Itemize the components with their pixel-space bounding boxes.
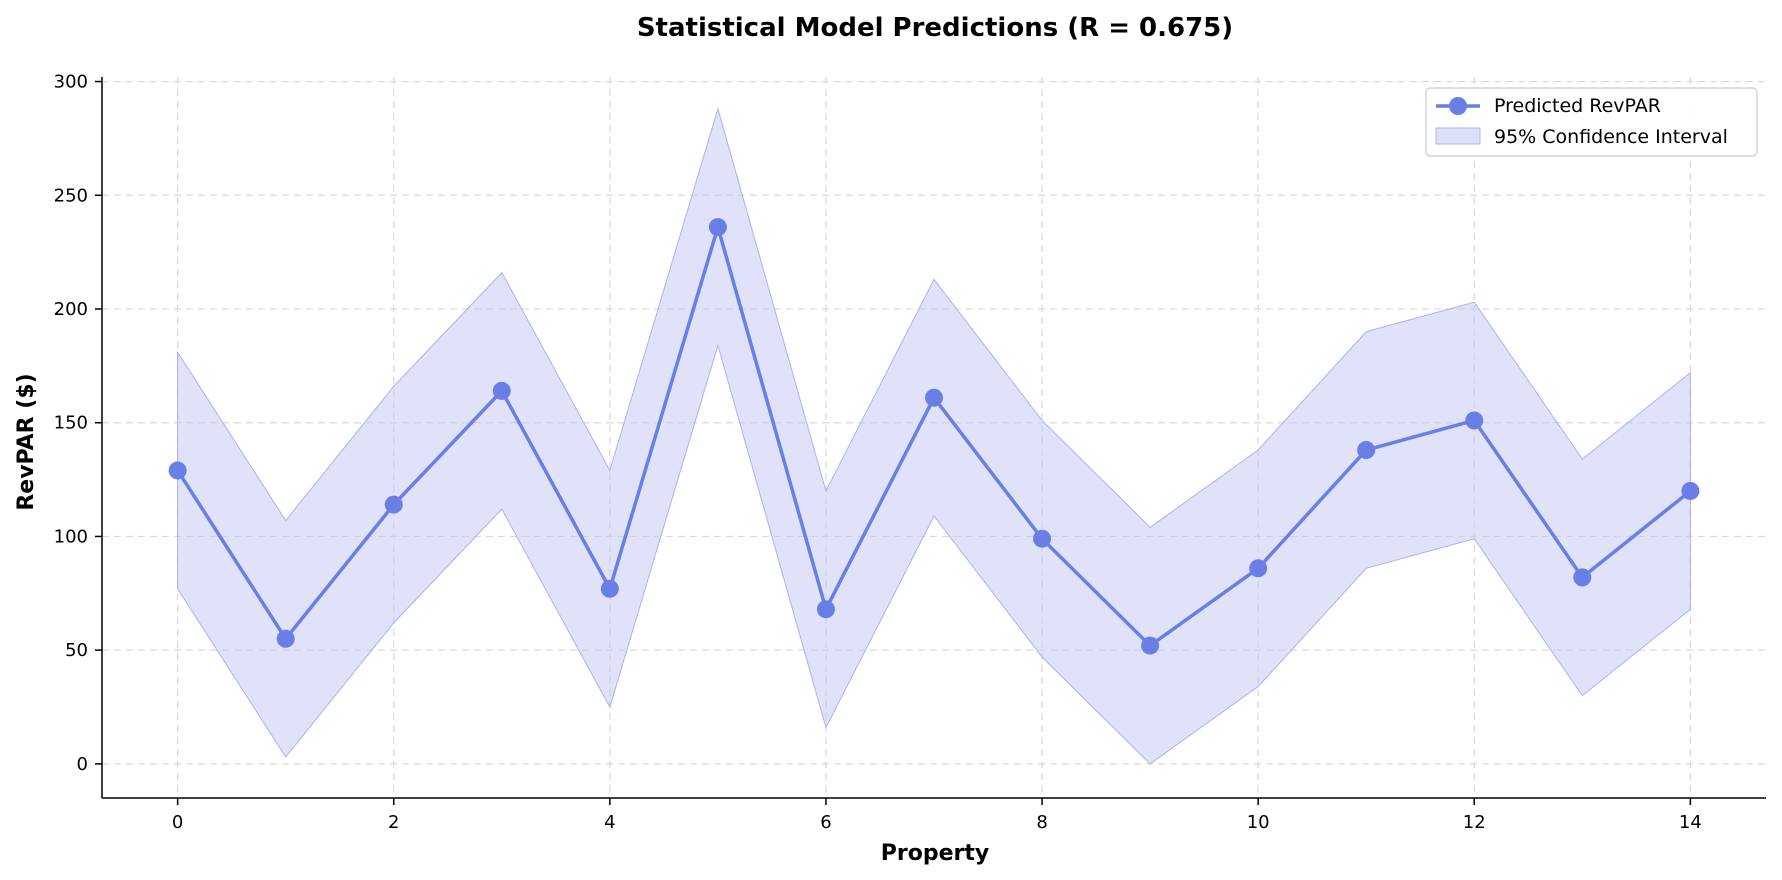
data-point-8	[1033, 529, 1052, 548]
axes: 0 2 4 6 8 10 12 14 0 50 100 150 200 250 300	[54, 72, 1766, 833]
chart-title: Statistical Model Predictions (R = 0.675…	[637, 13, 1233, 43]
x-tick-label-10: 10	[1247, 812, 1270, 833]
legend-frame	[1425, 87, 1758, 157]
x-tick-label-2: 2	[388, 812, 399, 833]
y-tick-label-250: 250	[54, 185, 88, 206]
y-tick-label-100: 100	[54, 526, 88, 547]
data-point-9	[1141, 636, 1160, 655]
data-point-3	[492, 381, 511, 400]
data-point-2	[384, 495, 403, 514]
y-tick-label-0: 0	[77, 754, 88, 775]
y-tick-label-300: 300	[54, 72, 88, 93]
data-point-13	[1573, 568, 1592, 587]
data-point-6	[816, 600, 835, 619]
data-point-7	[925, 388, 943, 407]
data-point-14	[1681, 481, 1700, 500]
x-tick-label-0: 0	[172, 812, 183, 833]
data-point-10	[1249, 559, 1268, 578]
legend-marker-swatch	[1449, 97, 1467, 115]
legend-label-predicted: Predicted RevPAR	[1494, 95, 1661, 117]
legend-band-swatch	[1435, 127, 1481, 145]
legend-label-confidence: 95% Confidence Interval	[1494, 126, 1728, 148]
data-point-5	[708, 218, 727, 237]
confidence-band-layer	[177, 107, 1691, 765]
data-point-12	[1465, 411, 1484, 430]
x-axis-label: Property	[881, 841, 989, 866]
y-tick-label-50: 50	[65, 640, 88, 661]
x-tick-label-4: 4	[604, 812, 615, 833]
y-axis-label: RevPAR ($)	[14, 373, 39, 510]
confidence-band	[177, 107, 1691, 765]
series-layer	[168, 218, 1700, 655]
x-tick-label-8: 8	[1036, 812, 1047, 833]
x-tick-label-14: 14	[1679, 812, 1702, 833]
x-tick-label-12: 12	[1463, 812, 1486, 833]
x-tick-label-6: 6	[820, 812, 831, 833]
data-point-1	[276, 629, 295, 648]
legend: Predicted RevPAR 95% Confidence Interval	[1425, 87, 1758, 157]
data-point-4	[600, 579, 619, 598]
data-point-11	[1357, 441, 1376, 460]
y-tick-label-200: 200	[54, 299, 88, 320]
y-tick-label-150: 150	[54, 413, 88, 434]
data-point-0	[168, 461, 187, 480]
